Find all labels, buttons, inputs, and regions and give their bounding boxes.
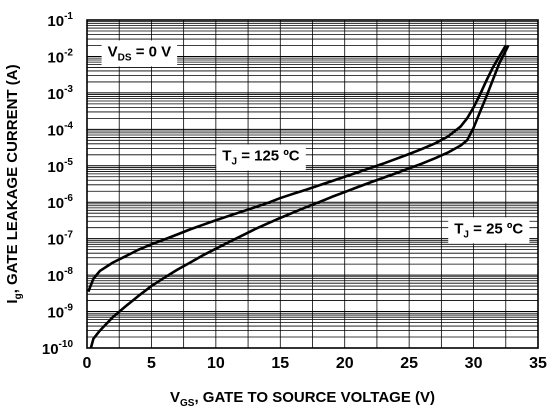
y-axis-title-main: I <box>4 299 21 303</box>
annotation-vds: VDS = 0 V <box>101 40 178 67</box>
y-tick-exp: -7 <box>64 230 73 241</box>
annotation-box <box>216 144 306 171</box>
y-tick-label: 10-6 <box>47 193 73 212</box>
x-tick-label: 5 <box>147 355 156 372</box>
y-tick-label: 10-10 <box>42 339 74 358</box>
y-tick-exp: -8 <box>64 266 73 277</box>
annotation-label: VDS = 0 V <box>108 43 172 63</box>
y-tick-label: 10-7 <box>47 230 73 249</box>
annotation-tj25: TJ = 25 ºC <box>448 217 530 244</box>
annotation-sub: J <box>463 229 469 240</box>
y-tick-base: 10 <box>47 305 64 322</box>
annotation-box <box>448 217 530 244</box>
plot-frame <box>86 19 539 349</box>
x-axis-title-sub: GS <box>180 398 195 409</box>
y-tick-labels: 10-1010-910-810-710-610-510-410-310-210-… <box>42 11 74 358</box>
x-tick-label: 15 <box>271 355 289 372</box>
x-axis-title: VGS, GATE TO SOURCE VOLTAGE (V) <box>170 389 435 409</box>
y-tick-exp: -1 <box>64 11 73 22</box>
y-tick-label: 10-9 <box>47 303 73 322</box>
y-axis-title: Ig, GATE LEAKAGE CURRENT (A) <box>4 64 24 303</box>
y-tick-exp: -9 <box>64 303 73 314</box>
annotation-sub: J <box>231 156 237 167</box>
x-tick-label: 35 <box>529 355 547 372</box>
y-tick-base: 10 <box>47 122 64 139</box>
annotation-main: V <box>108 43 118 60</box>
annotation-main: T <box>454 220 463 237</box>
y-tick-base: 10 <box>42 341 59 358</box>
y-tick-base: 10 <box>47 195 64 212</box>
x-tick-label: 10 <box>207 355 225 372</box>
y-tick-label: 10-8 <box>47 266 73 285</box>
annotation-label: TJ = 125 ºC <box>222 147 300 167</box>
series-line-0 <box>87 44 507 293</box>
grid <box>86 20 539 349</box>
x-tick-label: 0 <box>83 355 92 372</box>
y-tick-label: 10-4 <box>47 120 73 139</box>
annotation-rest: = 0 V <box>132 43 172 60</box>
series-line-1 <box>89 44 510 349</box>
y-tick-exp: -3 <box>64 84 73 95</box>
y-tick-label: 10-3 <box>47 84 73 103</box>
annotation-label: TJ = 25 ºC <box>454 220 523 240</box>
y-tick-label: 10-5 <box>47 157 73 176</box>
y-tick-base: 10 <box>47 86 64 103</box>
y-tick-exp: -6 <box>64 193 73 204</box>
x-tick-labels: 0 5 10 15 20 25 30 35 <box>83 355 547 372</box>
y-tick-base: 10 <box>47 232 64 249</box>
annotation-box <box>101 40 178 67</box>
y-axis-title-sub: g <box>13 293 24 299</box>
x-axis-title-main: V <box>170 389 180 406</box>
y-tick-base: 10 <box>47 159 64 176</box>
y-tick-exp: -5 <box>64 157 73 168</box>
y-tick-base: 10 <box>47 49 64 66</box>
annotation-main: T <box>222 147 231 164</box>
y-tick-base: 10 <box>47 268 64 285</box>
annotation-rest: = 125 ºC <box>237 147 300 164</box>
series-lines <box>87 44 510 349</box>
x-tick-label: 20 <box>336 355 354 372</box>
annotation-rest: = 25 ºC <box>469 220 523 237</box>
x-axis-title-rest: , GATE TO SOURCE VOLTAGE (V) <box>194 389 435 406</box>
y-tick-exp: -10 <box>59 339 74 350</box>
y-tick-label: 10-1 <box>47 11 73 30</box>
annotation-tj125: TJ = 125 ºC <box>216 144 306 171</box>
y-axis-title-rest: , GATE LEAKAGE CURRENT (A) <box>4 64 21 293</box>
y-tick-exp: -4 <box>64 120 73 131</box>
y-tick-label: 10-2 <box>47 47 73 66</box>
y-tick-exp: -2 <box>64 47 73 58</box>
y-tick-base: 10 <box>47 13 64 30</box>
annotation-sub: DS <box>118 52 132 63</box>
x-tick-label: 30 <box>465 355 483 372</box>
x-tick-label: 25 <box>400 355 418 372</box>
